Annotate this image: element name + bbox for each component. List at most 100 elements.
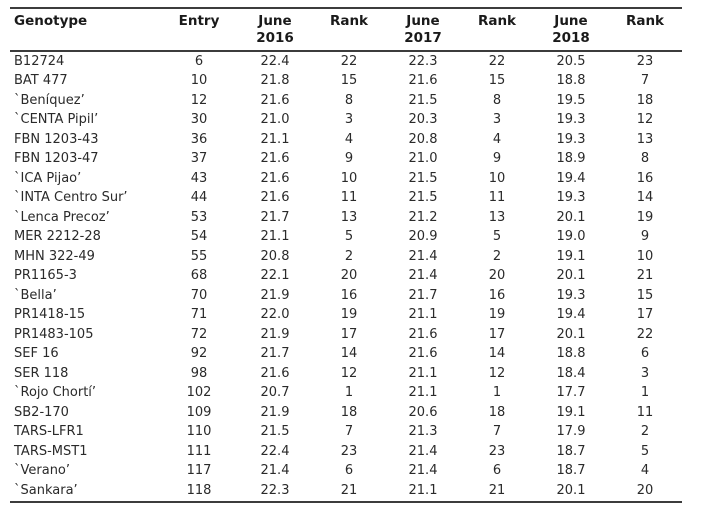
value-cell: 4 (640, 463, 650, 478)
value-cell: 17 (636, 307, 654, 322)
value-cell: 9 (640, 229, 650, 244)
value-cell: 21.9 (260, 287, 290, 303)
value-cell: 18.7 (556, 443, 586, 459)
value-cell: 102 (186, 385, 212, 400)
value-cell: 19.3 (556, 131, 586, 147)
value-cell: 21.2 (408, 209, 438, 225)
value-cell: 21.6 (408, 346, 438, 361)
value-cell: 21.4 (408, 463, 438, 478)
value-cell: 22.4 (260, 53, 290, 69)
value-cell: 13 (636, 131, 654, 147)
value-cell: 18 (340, 404, 358, 420)
table-row: `Verano’ 117 21.4 6 21.4 6 18.7 4 (10, 462, 682, 482)
table-row: SB2-170 109 21.9 18 20.6 18 19.1 11 (10, 403, 682, 423)
value-cell: 30 (190, 112, 208, 127)
genotype-cell: `CENTA Pipil’ (14, 112, 99, 127)
value-cell: 8 (640, 151, 650, 166)
value-cell: 15 (340, 73, 358, 88)
table-row: `Rojo Chortí’ 102 20.7 1 21.1 1 17.7 1 (10, 384, 682, 404)
genotype-cell: `Rojo Chortí’ (14, 385, 97, 400)
value-cell: 21.6 (260, 151, 290, 166)
value-cell: 19.0 (556, 229, 586, 244)
value-cell: 2 (640, 424, 650, 439)
genotype-cell: MHN 322-49 (14, 248, 95, 264)
value-cell: 12 (636, 112, 654, 127)
value-cell: 18.8 (556, 73, 586, 88)
genotype-cell: PR1418-15 (14, 307, 86, 322)
value-cell: 72 (190, 326, 208, 342)
genotype-cell: `INTA Centro Sur’ (14, 190, 128, 205)
genotype-cell: FBN 1203-47 (14, 151, 99, 166)
value-cell: 21.1 (408, 482, 438, 498)
value-cell: 21.9 (260, 404, 290, 420)
value-cell: 21.1 (408, 307, 438, 322)
table-row: BAT 477 10 21.8 15 21.6 15 18.8 7 (10, 72, 682, 92)
value-cell: 17 (340, 326, 358, 342)
value-cell: 117 (186, 463, 212, 478)
value-cell: 12 (340, 365, 358, 381)
value-cell: 18 (636, 92, 654, 108)
value-cell: 21.8 (260, 73, 290, 88)
table-row: PR1165-3 68 22.1 20 21.4 20 20.1 21 (10, 267, 682, 287)
value-cell: 110 (186, 424, 212, 439)
genotype-cell: SER 118 (14, 365, 69, 381)
value-cell: 21.4 (408, 443, 438, 459)
genotype-cell: MER 2212-28 (14, 229, 101, 244)
value-cell: 92 (190, 346, 208, 361)
value-cell: 17.7 (556, 385, 586, 400)
value-cell: 70 (190, 287, 208, 303)
value-cell: 10 (340, 170, 358, 186)
value-cell: 12 (488, 365, 506, 381)
table-row: SER 118 98 21.6 12 21.1 12 18.4 3 (10, 364, 682, 384)
value-cell: 16 (488, 287, 506, 303)
value-cell: 8 (344, 92, 354, 108)
value-cell: 19 (636, 209, 654, 225)
value-cell: 21 (340, 482, 358, 498)
value-cell: 20.3 (408, 112, 438, 127)
genotype-cell: `Verano’ (14, 463, 71, 478)
value-cell: 1 (344, 385, 354, 400)
genotype-yield-table: Genotype Entry June 2016 Rank June 2017 Rank J… (10, 7, 682, 503)
value-cell: 4 (344, 131, 354, 147)
value-cell: 6 (492, 463, 502, 478)
value-cell: 19.5 (556, 92, 586, 108)
value-cell: 19 (340, 307, 358, 322)
value-cell: 23 (488, 443, 506, 459)
value-cell: 14 (340, 346, 358, 361)
value-cell: 20.1 (556, 326, 586, 342)
column-header-genotype: Genotype (14, 13, 88, 29)
value-cell: 13 (488, 209, 506, 225)
value-cell: 21.6 (260, 170, 290, 186)
table-row: TARS-MST1 111 22.4 23 21.4 23 18.7 5 (10, 442, 682, 462)
genotype-cell: PR1165-3 (14, 268, 77, 283)
value-cell: 22.4 (260, 443, 290, 459)
table-row: `CENTA Pipil’ 30 21.0 3 20.3 3 19.3 12 (10, 111, 682, 131)
value-cell: 19 (488, 307, 506, 322)
value-cell: 5 (640, 443, 650, 459)
value-cell: 11 (488, 190, 506, 205)
table-row: B12724 6 22.4 22 22.3 22 20.5 23 (10, 51, 682, 72)
value-cell: 1 (640, 385, 650, 400)
value-cell: 71 (190, 307, 208, 322)
value-cell: 17.9 (556, 424, 586, 439)
column-header-2: June 2016 (256, 13, 294, 46)
value-cell: 21.0 (408, 151, 438, 166)
genotype-cell: `Bella’ (14, 287, 57, 303)
value-cell: 5 (344, 229, 354, 244)
table-header-row: Genotype Entry June 2016 Rank June 2017 Rank J… (10, 8, 682, 51)
value-cell: 19.4 (556, 170, 586, 186)
value-cell: 20.8 (408, 131, 438, 147)
table-row: SEF 16 92 21.7 14 21.6 14 18.8 6 (10, 345, 682, 365)
value-cell: 20.5 (556, 53, 586, 69)
value-cell: 55 (190, 248, 208, 264)
value-cell: 10 (636, 248, 654, 264)
value-cell: 21.6 (260, 92, 290, 108)
value-cell: 6 (640, 346, 650, 361)
value-cell: 16 (340, 287, 358, 303)
value-cell: 109 (186, 404, 212, 420)
value-cell: 17 (488, 326, 506, 342)
genotype-cell: TARS-LFR1 (14, 424, 84, 439)
value-cell: 54 (190, 229, 208, 244)
value-cell: 43 (190, 170, 208, 186)
value-cell: 7 (640, 73, 650, 88)
